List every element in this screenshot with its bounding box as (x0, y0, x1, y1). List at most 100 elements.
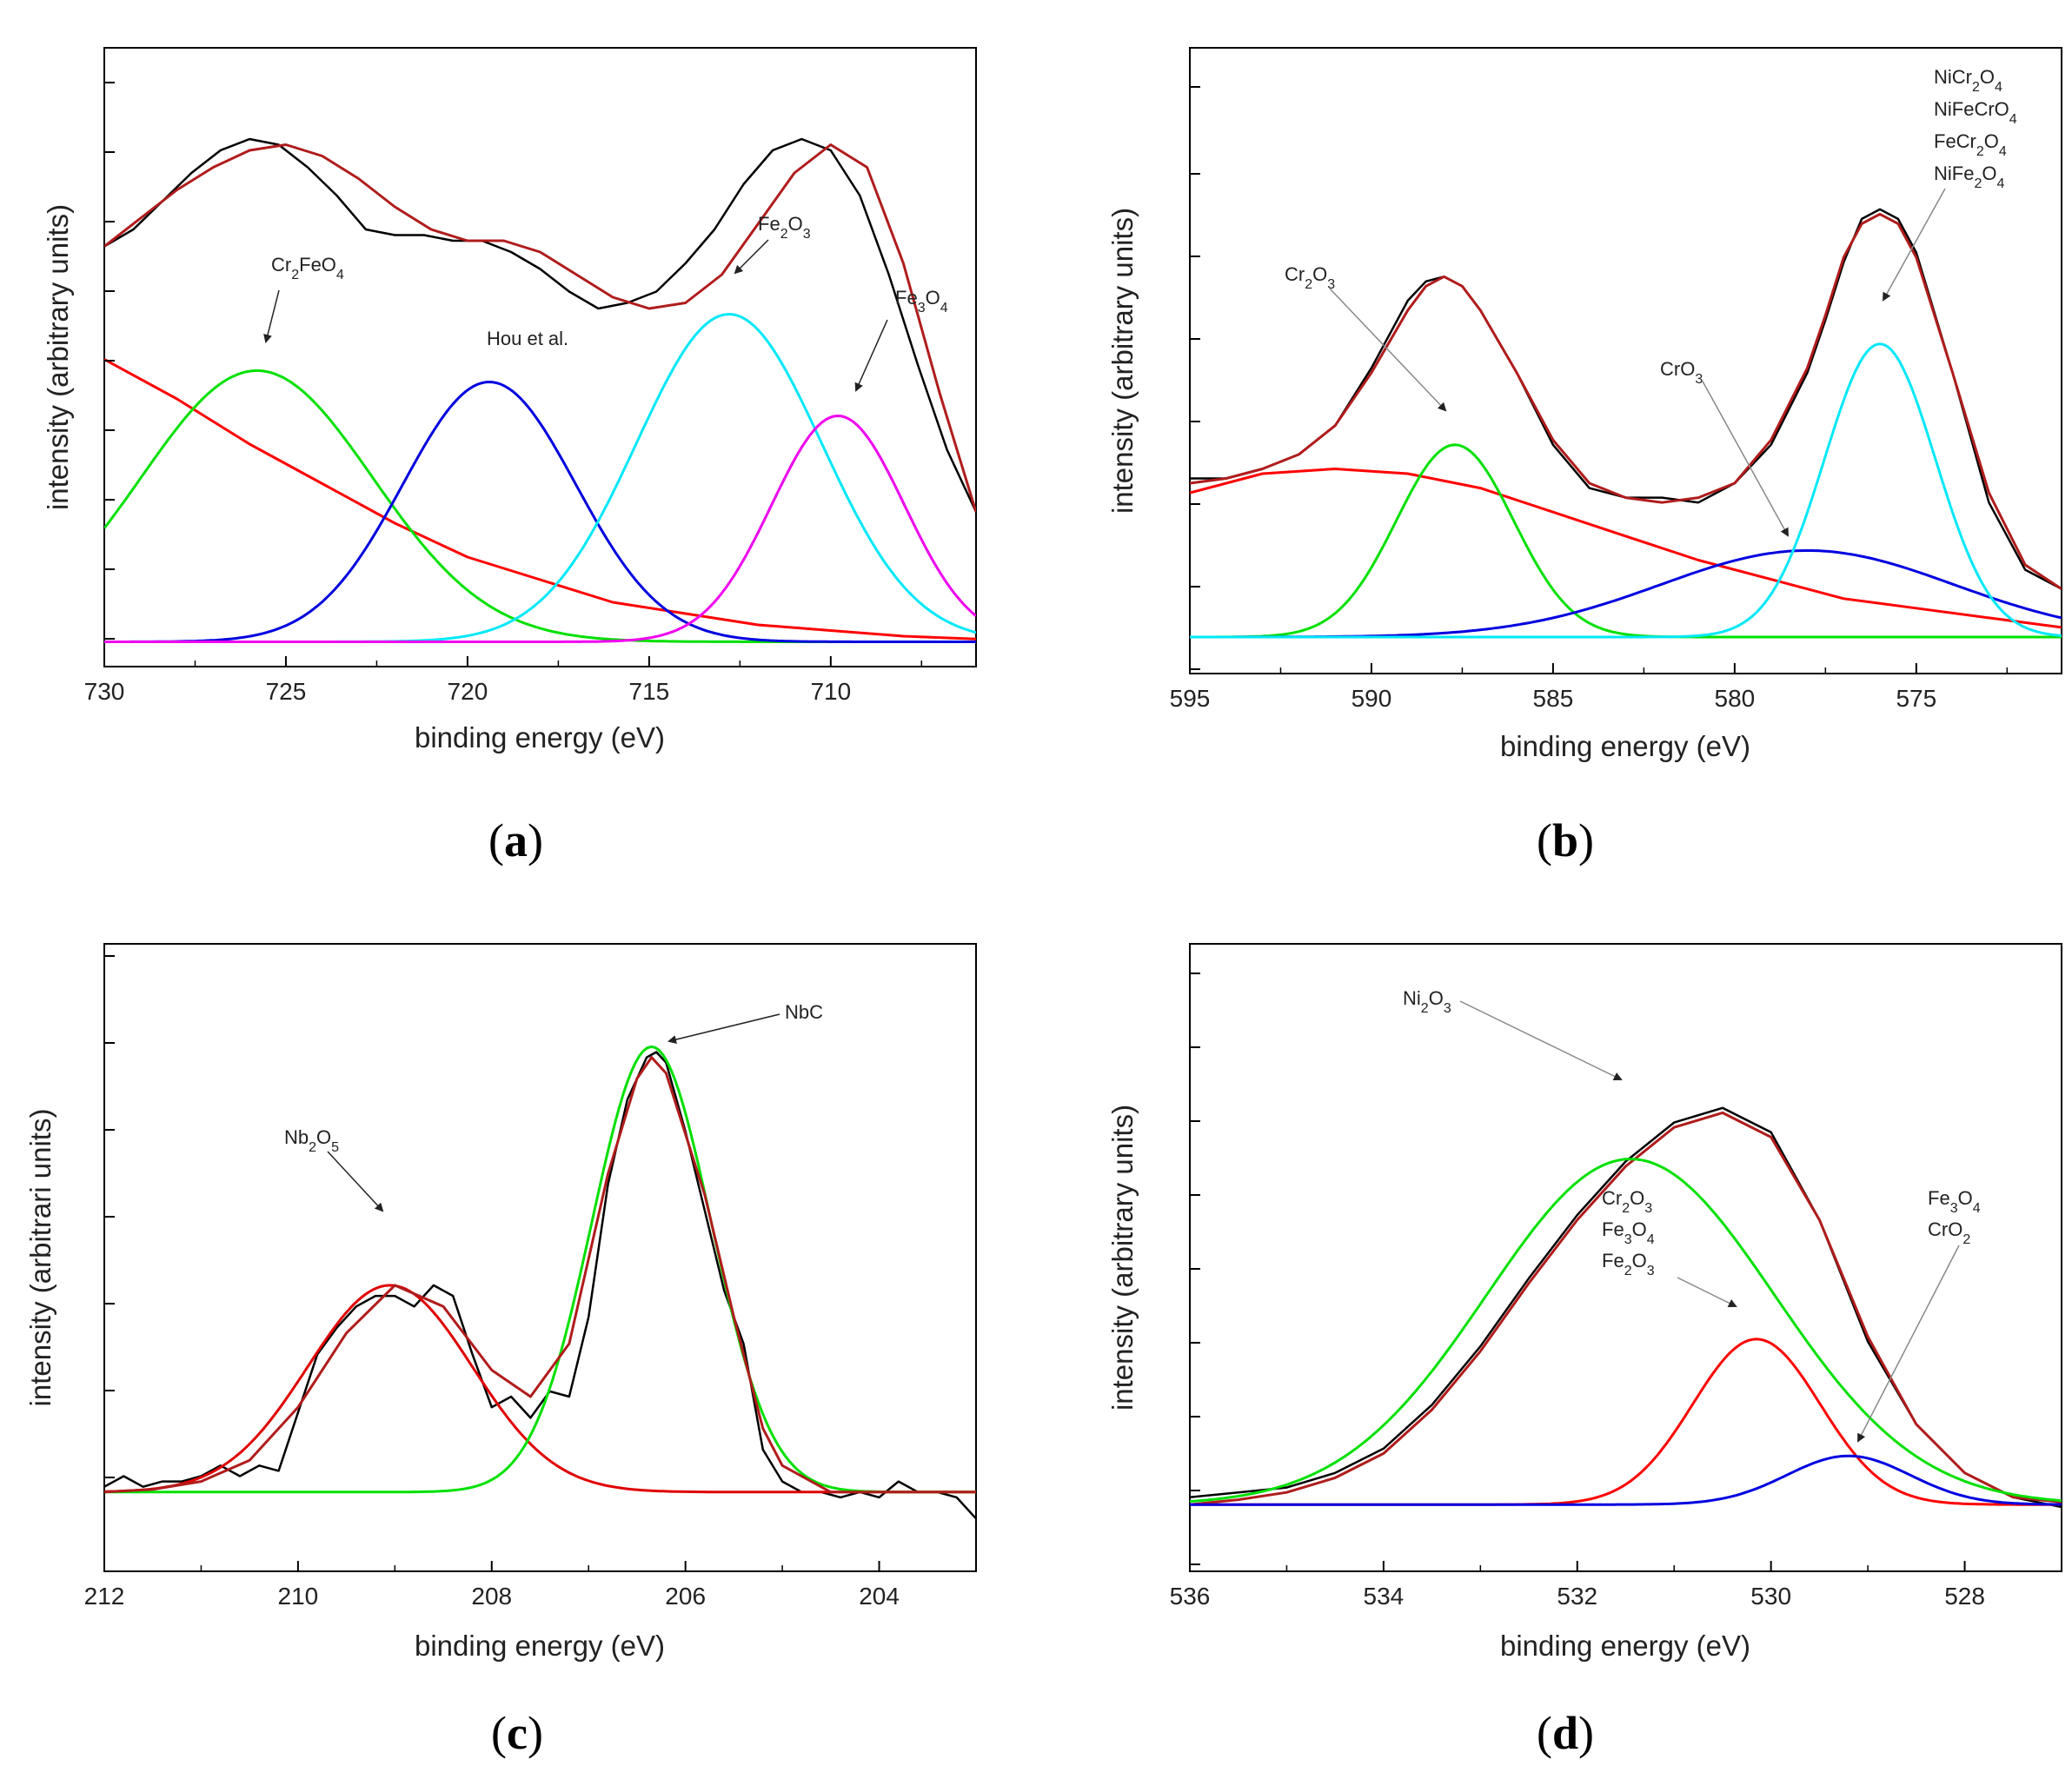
panel-c-caption-letter: c (507, 1707, 528, 1759)
panel-d-xtick-label-1: 534 (1364, 1583, 1405, 1610)
panel-c-xtick-label-4: 204 (859, 1583, 900, 1610)
panel-a-xtick-label-1: 725 (266, 678, 307, 705)
panel-a: 730 725 720 715 710 binding energy (eV) inte… (42, 47, 977, 866)
panel-b-xtick-label-1: 590 (1351, 685, 1392, 712)
panel-a-annotations: Cr2FeO4 Hou et al. Fe2O3 Fe3O4 (263, 213, 948, 392)
annot-nicr2o4: NiCr2O4 (1934, 66, 2002, 95)
panel-a-xtick-label-0: 730 (84, 678, 125, 705)
panel-d: 536 534 532 530 528 binding energy (eV) inte… (1106, 943, 2062, 1759)
panel-b-xtick-label-3: 580 (1715, 685, 1756, 712)
panel-b-series-0 (1190, 208, 2062, 590)
panel-a-series (104, 137, 976, 643)
panel-a-xlabel: binding energy (eV) (415, 721, 665, 754)
arrow-cr2feo4 (263, 289, 280, 343)
panel-d-xtick-label-2: 532 (1557, 1583, 1597, 1610)
arrow-nbc (667, 1013, 780, 1044)
panel-b-ylabel: intensity (arbitrary units) (1106, 208, 1139, 514)
arrow-cro3-b (1701, 379, 1789, 537)
panel-d-series-2 (1190, 1158, 2062, 1503)
panel-c-series-3 (104, 1056, 976, 1494)
annot-cr2o3-d: Cr2O3 (1602, 1187, 1652, 1216)
panel-d-series-4 (1190, 1454, 2062, 1506)
panel-b-series (1190, 208, 2062, 639)
panel-c-series (104, 1045, 976, 1520)
panel-d-caption-letter: d (1552, 1707, 1578, 1759)
annot-nbc: NbC (785, 1001, 823, 1023)
panel-b-series-5 (1190, 342, 2062, 639)
panel-d-ticks: 536 534 532 530 528 (1170, 973, 1985, 1610)
panel-d-annotations: Ni2O3 Cr2O3 Fe3O4 Fe2O3 Fe3O4 CrO2 (1403, 987, 1981, 1443)
panel-b-ticks: 595 590 585 580 575 (1170, 86, 2009, 712)
panel-a-series-4 (104, 381, 976, 643)
panel-c-plot-frame (103, 943, 977, 1572)
arrow-ni2o3 (1459, 1000, 1623, 1080)
panel-c-annotations: Nb2O5 NbC (284, 1001, 823, 1212)
arrow-nb2o5 (327, 1151, 384, 1212)
panel-a-series-6 (104, 415, 976, 643)
panel-b-xtick-label-2: 585 (1533, 685, 1574, 712)
panel-d-xtick-label-4: 528 (1944, 1583, 1985, 1610)
panel-a-series-2 (104, 358, 976, 641)
panel-a-xtick-label-2: 720 (448, 678, 488, 705)
panel-c-caption: (c) (491, 1707, 543, 1759)
panel-b-caption-letter: b (1552, 814, 1578, 866)
panel-a-series-1 (104, 143, 976, 513)
panel-d-xtick-label-3: 530 (1750, 1583, 1791, 1610)
panel-c-xtick-label-2: 208 (471, 1583, 512, 1610)
annot-cr2o3-b: Cr2O3 (1285, 263, 1335, 292)
panel-b-series-1 (1190, 212, 2062, 590)
annot-cr2feo4: Cr2FeO4 (271, 254, 344, 282)
panel-c-series-0 (104, 1051, 976, 1520)
panel-b: 595 590 585 580 575 binding energy (eV) inte… (1106, 47, 2062, 866)
panel-c-xtick-label-3: 206 (665, 1583, 706, 1610)
panel-c-series-1 (104, 1284, 976, 1494)
arrow-nife2o4 (1883, 188, 1946, 302)
panel-b-plot-frame (1189, 47, 2062, 674)
panel-c-xtick-label-0: 212 (84, 1583, 125, 1610)
panel-a-caption-letter: a (504, 814, 528, 866)
panel-c-xtick-label-1: 210 (278, 1583, 319, 1610)
arrow-cro2-d (1857, 1245, 1960, 1443)
panel-b-xlabel: binding energy (eV) (1500, 730, 1750, 762)
arrow-fe2o3-a (734, 239, 769, 275)
annot-nife2o4: NiFe2O4 (1934, 163, 2004, 191)
panel-a-xtick-label-3: 715 (629, 678, 670, 705)
annot-hou-et-al: Hou et al. (487, 328, 568, 349)
panel-a-ticks: 730 725 720 715 710 (84, 82, 923, 705)
panel-d-plot-frame (1189, 943, 2062, 1572)
annot-cro2-d: CrO2 (1928, 1218, 1970, 1247)
panel-b-xtick-label-0: 595 (1170, 685, 1211, 712)
annot-nb2o5: Nb2O5 (284, 1126, 339, 1155)
panel-c-series-2 (104, 1045, 976, 1494)
panel-d-caption: (d) (1537, 1707, 1594, 1759)
panel-a-xtick-label-4: 710 (810, 678, 851, 705)
panel-d-xtick-label-0: 536 (1170, 1583, 1211, 1610)
arrow-fe3o4-a (854, 319, 888, 392)
panel-d-series-3 (1190, 1338, 2062, 1506)
annot-fe3o4-d1: Fe3O4 (1602, 1218, 1655, 1247)
panel-b-series-3 (1190, 443, 2062, 639)
panel-d-series (1190, 1106, 2062, 1509)
annot-ni2o3: Ni2O3 (1403, 987, 1451, 1016)
arrow-fe2o3-d (1677, 1277, 1737, 1307)
annot-fe3o4-d2: Fe3O4 (1928, 1187, 1981, 1216)
panel-c-xlabel: binding energy (eV) (415, 1630, 665, 1662)
annot-fe3o4-a: Fe3O4 (895, 287, 948, 315)
panel-d-ylabel: intensity (arbitrary units) (1106, 1105, 1139, 1411)
panel-b-xtick-label-4: 575 (1896, 685, 1936, 712)
panel-a-caption: (a) (488, 814, 543, 866)
annot-fecr2o4: FeCr2O4 (1934, 130, 2007, 159)
panel-a-series-0 (104, 137, 976, 513)
panel-c: 212 210 208 206 204 binding energy (eV) inte… (24, 943, 977, 1759)
panel-b-annotations: Cr2O3 CrO3 NiCr2O4 NiFeCrO4 FeCr2O4 NiFe… (1285, 66, 2017, 537)
panel-b-caption: (b) (1537, 814, 1594, 866)
panel-d-xlabel: binding energy (eV) (1500, 1630, 1750, 1662)
annot-cro3-b: CrO3 (1660, 358, 1703, 387)
annot-nifecro4: NiFeCrO4 (1934, 98, 2017, 127)
annot-fe2o3-d: Fe2O3 (1602, 1250, 1655, 1278)
arrow-cr2o3-b (1329, 288, 1447, 412)
annot-fe2o3-a: Fe2O3 (758, 213, 811, 242)
panel-a-series-5 (104, 313, 976, 643)
panel-d-series-1 (1190, 1111, 2062, 1506)
